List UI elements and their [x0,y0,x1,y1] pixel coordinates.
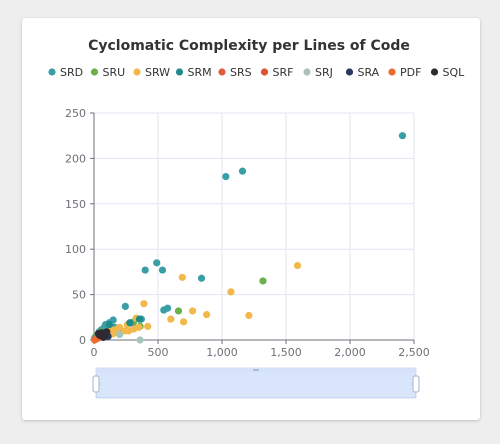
point-srw[interactable] [144,322,152,330]
y-tick-label: 150 [65,198,86,211]
legend-marker-sql[interactable] [430,68,439,76]
point-srw[interactable] [140,300,148,308]
point-srw[interactable] [167,315,175,323]
legend-marker-pdf[interactable] [388,68,396,76]
x-tick-label: 2,500 [398,346,430,359]
legend-marker-srs[interactable] [218,68,226,76]
y-tick-label: 100 [65,243,86,256]
point-srj[interactable] [116,330,124,339]
axes: 0 500 1,000 1,500 2,000 2,500 0 50 100 150 200 250 [65,107,430,359]
point-srd[interactable] [238,167,247,175]
legend-marker-srm[interactable] [175,68,184,76]
point-srd[interactable] [222,172,230,181]
zoom-handle-start[interactable] [92,375,100,393]
x-tick-label: 0 [91,346,98,359]
point-srm[interactable] [126,319,134,327]
point-srw[interactable] [293,261,302,270]
point-srd[interactable] [153,259,161,267]
legend-label-srs[interactable]: SRS [230,66,252,79]
legend-label-srj[interactable]: SRJ [315,66,333,79]
x-tick-label: 2,000 [334,346,366,359]
legend-marker-srw[interactable] [133,68,141,76]
point-srd[interactable] [197,274,206,282]
y-tick-label: 250 [65,107,86,120]
point-srw[interactable] [116,323,124,331]
point-srd[interactable] [121,302,129,311]
legend-marker-srd[interactable] [48,68,56,76]
legend-label-sql[interactable]: SQL [443,66,466,79]
point-srd[interactable] [398,132,407,140]
grid-lines [93,112,415,341]
point-srm[interactable] [135,315,144,323]
point-sru[interactable] [174,307,183,315]
legend-marker-srf[interactable] [260,68,269,76]
legend-label-pdf[interactable]: PDF [400,66,421,79]
legend-label-sra[interactable]: SRA [358,66,380,79]
point-srj[interactable] [136,336,144,344]
scatter-chart: Cyclomatic Complexity per Lines of Code … [48,38,465,399]
point-srw[interactable] [135,323,143,331]
y-tick-label: 0 [79,334,86,347]
point-sru[interactable] [259,277,267,285]
legend-marker-sra[interactable] [345,68,354,76]
legend-marker-srj[interactable] [303,68,311,76]
point-srw[interactable] [227,288,235,296]
point-srw[interactable] [203,310,211,319]
legend-label-sru[interactable]: SRU [103,66,126,79]
point-srd[interactable] [158,266,167,274]
data-points [91,132,407,344]
y-tick-label: 50 [72,289,86,302]
chart-card: Cyclomatic Complexity per Lines of Code … [22,18,480,420]
legend-label-srf[interactable]: SRF [273,66,294,79]
legend-label-srd[interactable]: SRD [60,66,83,79]
point-srw[interactable] [178,273,186,281]
point-sql[interactable] [94,330,103,338]
legend-label-srw[interactable]: SRW [145,66,170,79]
zoom-mover-grip [253,369,259,371]
legend-marker-sru[interactable] [90,68,99,76]
point-srm[interactable] [105,320,113,329]
point-srw[interactable] [188,307,197,315]
x-tick-label: 1,000 [206,346,238,359]
chart-title: Cyclomatic Complexity per Lines of Code [88,38,410,54]
point-srw[interactable] [180,318,188,326]
zoom-handle-end[interactable] [412,375,420,393]
data-zoom-slider[interactable] [92,367,420,399]
point-sql[interactable] [103,328,111,336]
point-srw[interactable] [121,327,129,335]
point-srd[interactable] [164,304,172,312]
x-tick-label: 1,500 [270,346,302,359]
point-srd[interactable] [141,266,149,274]
point-pdf[interactable] [91,336,99,344]
x-tick-label: 500 [148,346,169,359]
legend-label-srm[interactable]: SRM [188,66,212,79]
y-tick-label: 200 [65,152,86,165]
legend: SRD SRU SRW SRM SRS SRF SRJ SRA PDF SQL [48,66,465,79]
point-srw[interactable] [245,311,253,320]
